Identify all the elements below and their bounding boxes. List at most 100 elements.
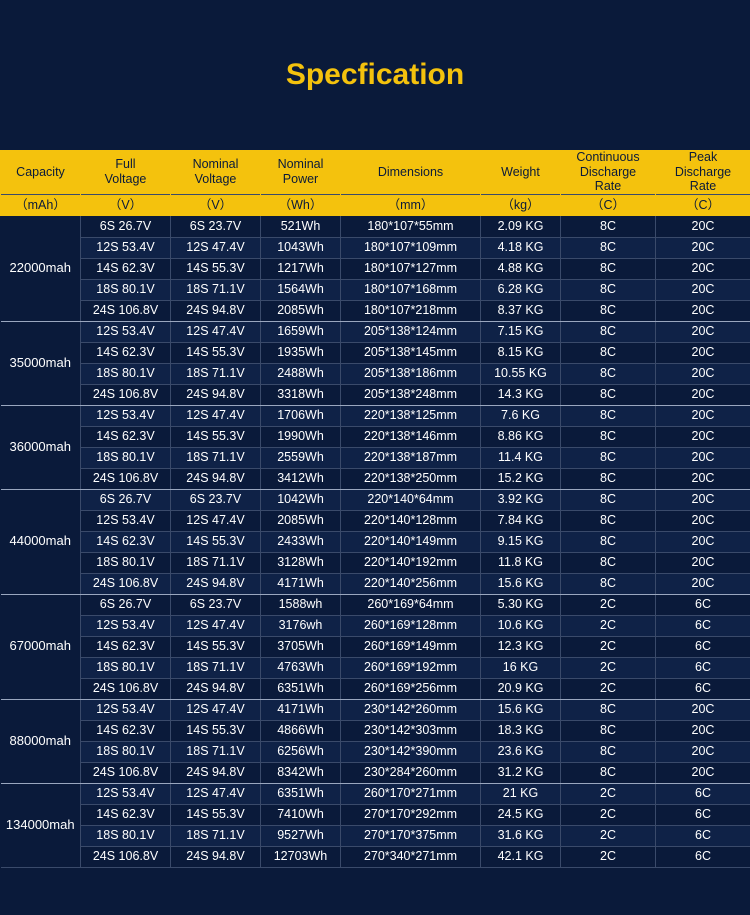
- spec-table-head: CapacityFullVoltageNominalVoltageNominal…: [1, 150, 750, 216]
- table-cell: 8C: [561, 279, 656, 300]
- col-unit: （kg）: [481, 194, 561, 216]
- table-cell: 521Wh: [261, 216, 341, 237]
- table-cell: 6C: [656, 825, 750, 846]
- table-cell: 2C: [561, 657, 656, 678]
- col-unit: （mm）: [341, 194, 481, 216]
- table-row: 67000mah6S 26.7V6S 23.7V1588wh260*169*64…: [1, 594, 750, 615]
- table-cell: 2C: [561, 783, 656, 804]
- table-cell: 6C: [656, 783, 750, 804]
- table-cell: 6C: [656, 657, 750, 678]
- table-row: 18S 80.1V18S 71.1V2488Wh205*138*186mm10.…: [1, 363, 750, 384]
- table-cell: 2085Wh: [261, 300, 341, 321]
- spec-page: Specfication CapacityFullVoltageNominalV…: [0, 0, 750, 915]
- table-cell: 8342Wh: [261, 762, 341, 783]
- table-row: 12S 53.4V12S 47.4V3176wh260*169*128mm10.…: [1, 615, 750, 636]
- table-cell: 12S 47.4V: [171, 510, 261, 531]
- table-cell: 14S 55.3V: [171, 258, 261, 279]
- table-row: 18S 80.1V18S 71.1V3128Wh220*140*192mm11.…: [1, 552, 750, 573]
- table-cell: 2C: [561, 615, 656, 636]
- table-cell: 2C: [561, 678, 656, 699]
- table-cell: 8C: [561, 363, 656, 384]
- table-row: 24S 106.8V24S 94.8V2085Wh180*107*218mm8.…: [1, 300, 750, 321]
- table-cell: 2C: [561, 846, 656, 867]
- table-cell: 12S 47.4V: [171, 237, 261, 258]
- table-cell: 12S 53.4V: [81, 783, 171, 804]
- table-cell: 24S 94.8V: [171, 846, 261, 867]
- table-cell: 20C: [656, 489, 750, 510]
- table-cell: 11.8 KG: [481, 552, 561, 573]
- table-cell: 24S 94.8V: [171, 573, 261, 594]
- table-cell: 2C: [561, 825, 656, 846]
- table-cell: 1217Wh: [261, 258, 341, 279]
- table-cell: 230*284*260mm: [341, 762, 481, 783]
- table-cell: 180*107*127mm: [341, 258, 481, 279]
- table-cell: 220*138*250mm: [341, 468, 481, 489]
- table-row: 18S 80.1V18S 71.1V4763Wh260*169*192mm16 …: [1, 657, 750, 678]
- table-cell: 8C: [561, 237, 656, 258]
- table-cell: 220*140*256mm: [341, 573, 481, 594]
- table-cell: 14S 55.3V: [171, 342, 261, 363]
- table-cell: 8C: [561, 342, 656, 363]
- table-row: 134000mah12S 53.4V12S 47.4V6351Wh260*170…: [1, 783, 750, 804]
- table-cell: 24S 94.8V: [171, 762, 261, 783]
- table-cell: 4866Wh: [261, 720, 341, 741]
- table-cell: 8C: [561, 552, 656, 573]
- table-cell: 20C: [656, 279, 750, 300]
- table-cell: 14S 62.3V: [81, 426, 171, 447]
- table-cell: 20C: [656, 405, 750, 426]
- table-cell: 14S 62.3V: [81, 258, 171, 279]
- table-cell: 7410Wh: [261, 804, 341, 825]
- capacity-cell: 35000mah: [1, 321, 81, 405]
- table-cell: 18S 80.1V: [81, 657, 171, 678]
- table-cell: 20C: [656, 468, 750, 489]
- table-cell: 20C: [656, 237, 750, 258]
- page-title: Specfication: [286, 58, 464, 92]
- table-cell: 8C: [561, 447, 656, 468]
- table-cell: 24S 94.8V: [171, 300, 261, 321]
- table-cell: 21 KG: [481, 783, 561, 804]
- table-row: 14S 62.3V14S 55.3V1217Wh180*107*127mm4.8…: [1, 258, 750, 279]
- table-cell: 8.15 KG: [481, 342, 561, 363]
- table-cell: 12S 53.4V: [81, 615, 171, 636]
- table-cell: 14S 62.3V: [81, 531, 171, 552]
- table-cell: 6.28 KG: [481, 279, 561, 300]
- table-cell: 5.30 KG: [481, 594, 561, 615]
- col-unit: （V）: [171, 194, 261, 216]
- table-cell: 18.3 KG: [481, 720, 561, 741]
- table-cell: 15.6 KG: [481, 573, 561, 594]
- table-cell: 12S 47.4V: [171, 405, 261, 426]
- table-cell: 2.09 KG: [481, 216, 561, 237]
- table-cell: 24.5 KG: [481, 804, 561, 825]
- table-cell: 6S 23.7V: [171, 216, 261, 237]
- table-cell: 220*138*146mm: [341, 426, 481, 447]
- table-cell: 1706Wh: [261, 405, 341, 426]
- table-cell: 24S 106.8V: [81, 846, 171, 867]
- col-header: PeakDischargeRate: [656, 150, 750, 194]
- table-cell: 14S 55.3V: [171, 636, 261, 657]
- table-cell: 20C: [656, 426, 750, 447]
- table-cell: 20C: [656, 447, 750, 468]
- table-row: 12S 53.4V12S 47.4V2085Wh220*140*128mm7.8…: [1, 510, 750, 531]
- table-cell: 15.2 KG: [481, 468, 561, 489]
- table-cell: 12703Wh: [261, 846, 341, 867]
- title-wrap: Specfication: [0, 0, 750, 150]
- table-cell: 20C: [656, 510, 750, 531]
- table-cell: 16 KG: [481, 657, 561, 678]
- table-cell: 20C: [656, 384, 750, 405]
- table-cell: 23.6 KG: [481, 741, 561, 762]
- table-cell: 260*169*192mm: [341, 657, 481, 678]
- table-cell: 18S 71.1V: [171, 552, 261, 573]
- capacity-cell: 134000mah: [1, 783, 81, 867]
- table-cell: 220*140*149mm: [341, 531, 481, 552]
- table-cell: 18S 71.1V: [171, 447, 261, 468]
- table-cell: 18S 80.1V: [81, 741, 171, 762]
- table-cell: 24S 106.8V: [81, 300, 171, 321]
- table-cell: 8C: [561, 699, 656, 720]
- table-cell: 8C: [561, 720, 656, 741]
- table-row: 24S 106.8V24S 94.8V3318Wh205*138*248mm14…: [1, 384, 750, 405]
- table-cell: 6C: [656, 636, 750, 657]
- table-row: 24S 106.8V24S 94.8V8342Wh230*284*260mm31…: [1, 762, 750, 783]
- table-cell: 205*138*124mm: [341, 321, 481, 342]
- table-cell: 6S 26.7V: [81, 594, 171, 615]
- table-cell: 14S 62.3V: [81, 342, 171, 363]
